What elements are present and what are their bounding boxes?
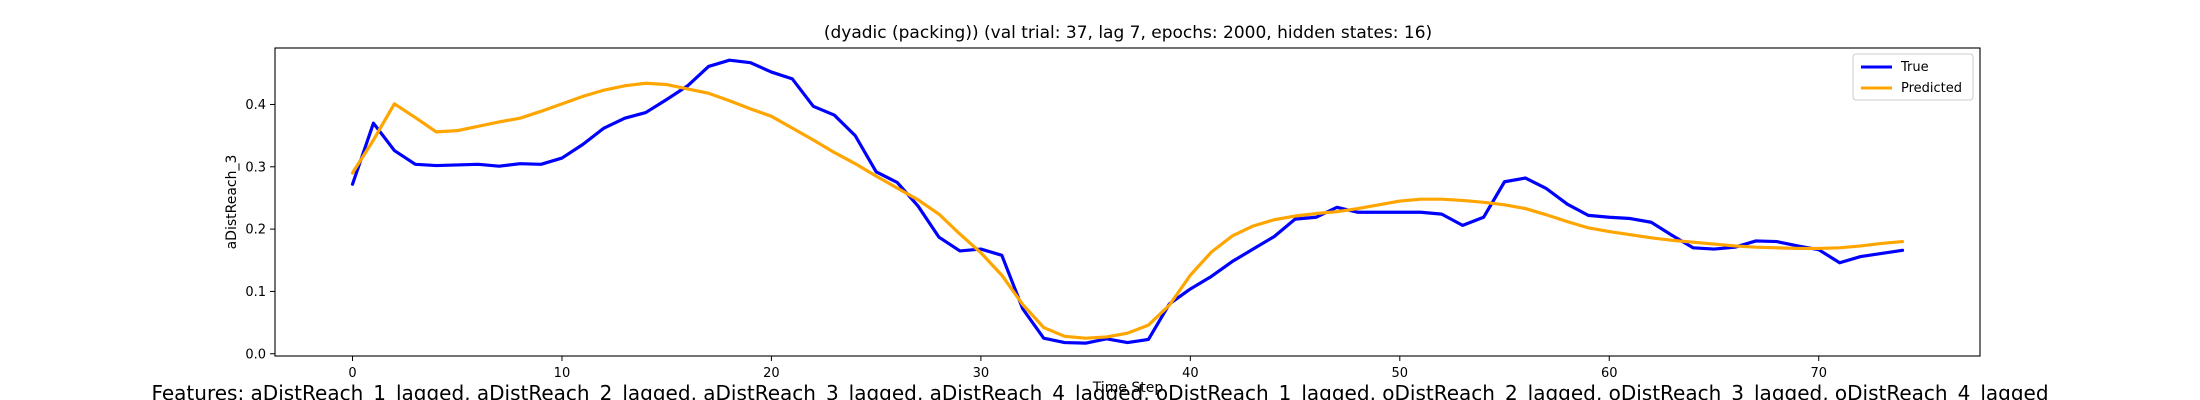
- plot-background: [275, 48, 1980, 356]
- legend: True Predicted: [1852, 53, 1974, 101]
- y-tick-label: 0.4: [245, 98, 266, 113]
- y-axis-ticks: 0.0 0.1 0.2 0.3 0.4: [245, 98, 275, 362]
- y-tick-label: 0.2: [245, 223, 266, 238]
- x-tick-label: 40: [1182, 366, 1199, 381]
- x-axis-ticks: 0 10 20 30 40 50 60 70: [348, 356, 1827, 381]
- y-axis-label: aDistReach_3: [224, 155, 240, 250]
- y-tick-label: 0.1: [245, 285, 266, 300]
- x-tick-label: 10: [554, 366, 571, 381]
- x-tick-label: 20: [763, 366, 780, 381]
- series-line-true: [350, 58, 1905, 345]
- plot-frame: [274, 47, 1981, 357]
- features-footnote: Features: aDistReach_1_lagged, aDistReac…: [151, 381, 2048, 400]
- legend-true-label: True: [1900, 60, 1929, 75]
- x-tick-label: 50: [1392, 366, 1409, 381]
- y-tick-label: 0.3: [245, 160, 266, 175]
- x-axis-label: Time Step: [1092, 380, 1164, 396]
- series-line-predicted: [350, 81, 1905, 340]
- x-tick-label: 70: [1810, 366, 1827, 381]
- x-tick-label: 0: [348, 366, 356, 381]
- legend-predicted-label: Predicted: [1901, 81, 1962, 96]
- series-layer: [350, 58, 1905, 345]
- plot-area: [274, 47, 1981, 357]
- x-tick-label: 30: [973, 366, 990, 381]
- chart-title: (dyadic (packing)) (val trial: 37, lag 7…: [824, 23, 1432, 43]
- y-tick-label: 0.0: [245, 347, 266, 362]
- x-tick-label: 60: [1601, 366, 1618, 381]
